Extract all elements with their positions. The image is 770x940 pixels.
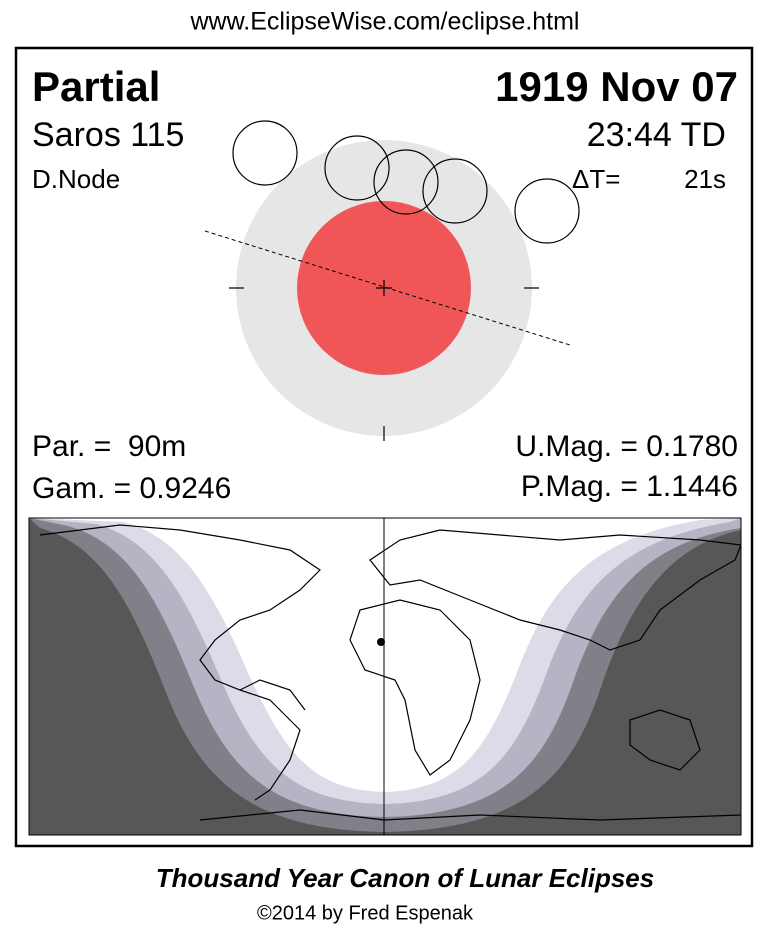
url: www.EclipseWise.com/eclipse.html (190, 8, 580, 36)
node: D.Node (32, 164, 120, 194)
footer-title: Thousand Year Canon of Lunar Eclipses (156, 863, 654, 893)
map-border (28, 517, 742, 836)
axis-ticks (229, 280, 539, 441)
eclipse-date: 1919 Nov 07 (495, 63, 738, 110)
delta-t-value: 21s (684, 164, 726, 194)
penumbral-mag: P.Mag. = 1.1446 (521, 470, 738, 503)
saros: Saros 115 (32, 116, 184, 154)
sub-lunar-point (377, 638, 385, 646)
gamma: Gam. = 0.9246 (32, 472, 231, 505)
time: 23:44 TD (587, 116, 726, 154)
footer-credit: ©2014 by Fred Espenak (257, 902, 474, 924)
moon-positions (232, 120, 580, 244)
eclipse-type: Partial (32, 63, 160, 110)
duration: Par. = 90m (32, 430, 186, 463)
shadow-diagram (204, 120, 580, 441)
coastlines (39, 524, 741, 821)
visibility-map (28, 517, 742, 836)
delta-t-label: ΔT= (572, 164, 620, 194)
umbral-mag: U.Mag. = 0.1780 (515, 430, 738, 463)
